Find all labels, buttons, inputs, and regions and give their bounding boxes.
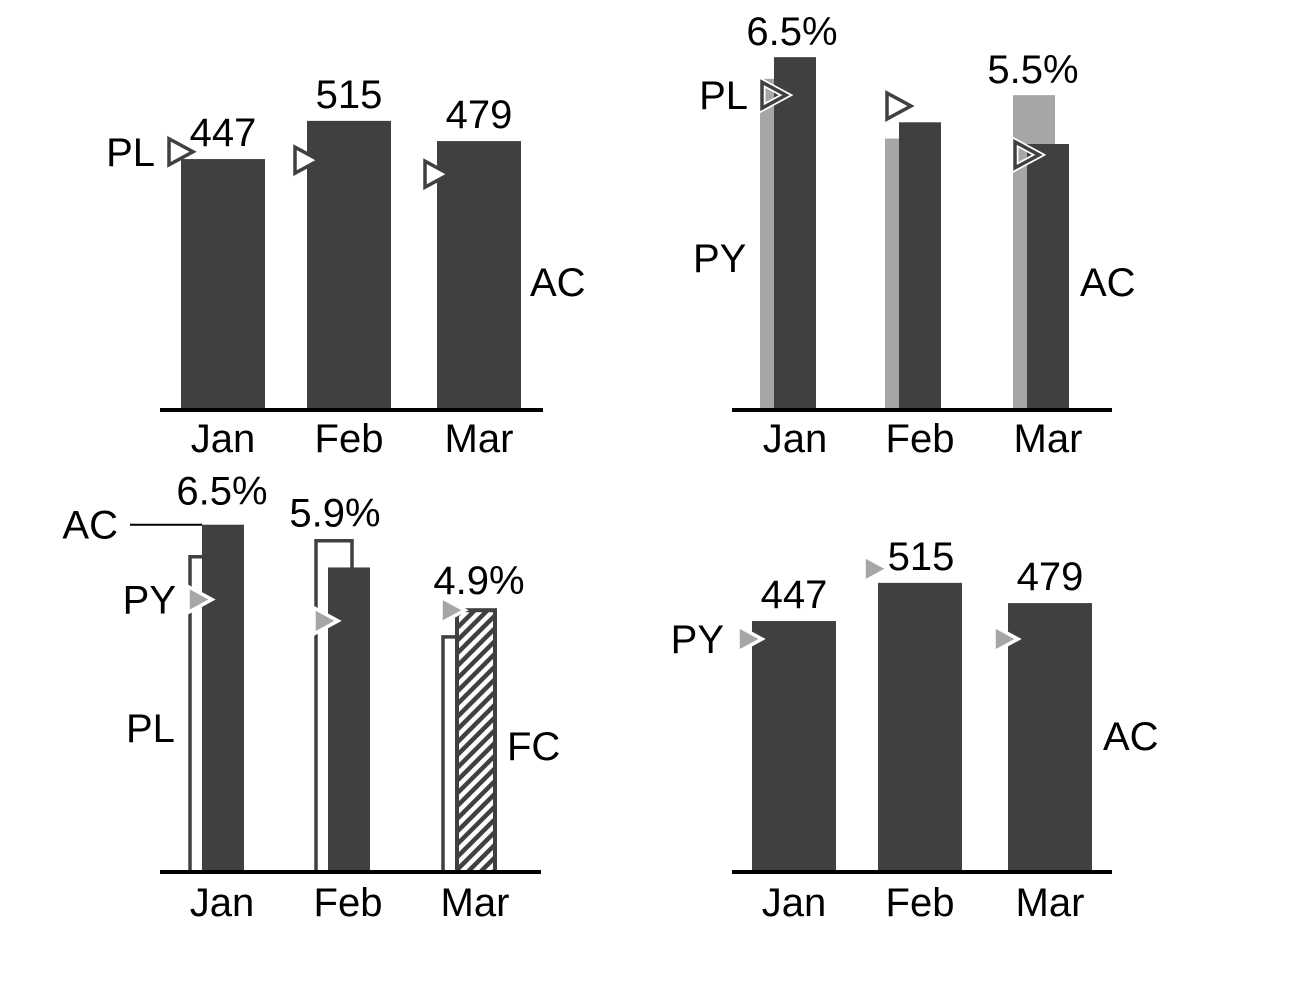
series-label-fc: FC: [507, 725, 560, 769]
marker-pl: [760, 79, 790, 112]
marker-pl: [423, 158, 453, 191]
x-tick-label-feb: Feb: [886, 417, 955, 461]
data-label: 4.9%: [433, 559, 524, 603]
x-tick-label-jan: Jan: [191, 417, 256, 461]
marker-pl: [1013, 138, 1043, 171]
x-tick-label-mar: Mar: [441, 881, 510, 925]
marker-py: [312, 604, 342, 637]
x-tick-label-mar: Mar: [445, 417, 514, 461]
data-label: 447: [190, 111, 257, 155]
x-tick-label-jan: Jan: [190, 881, 255, 925]
marker-py: [439, 594, 469, 627]
x-tick-label-mar: Mar: [1016, 881, 1085, 925]
data-label: 6.5%: [746, 10, 837, 54]
marker-py: [862, 552, 892, 585]
x-tick-label-mar: Mar: [1014, 417, 1083, 461]
x-tick-label-jan: Jan: [762, 881, 827, 925]
series-label-pl: PL: [106, 131, 155, 175]
marker-py: [992, 623, 1022, 655]
x-tick-label-feb: Feb: [886, 881, 955, 925]
series-label-ac: AC: [530, 261, 586, 305]
bar-ac: [307, 120, 391, 410]
series-label-py: PY: [693, 237, 746, 281]
bar-fc: [455, 608, 497, 874]
marker-pl: [885, 90, 915, 122]
bar-ac: [1008, 603, 1092, 872]
data-label: 447: [761, 573, 828, 617]
data-label: 515: [316, 73, 383, 117]
marker-py: [736, 623, 766, 655]
data-label: 479: [1017, 555, 1084, 599]
bar-ac: [328, 567, 370, 872]
x-tick-label-feb: Feb: [314, 881, 383, 925]
bar-ac: [202, 524, 244, 872]
x-tick-label-jan: Jan: [763, 417, 828, 461]
marker-py: [186, 583, 216, 616]
data-label: 479: [446, 93, 513, 137]
bar-ac: [774, 57, 816, 411]
bar-ac: [181, 159, 265, 410]
bar-ac: [437, 141, 521, 411]
chart-panel-2: Jan Feb Mar 6.5% 5.5% PL PY AC: [693, 10, 1136, 461]
data-label: 5.9%: [289, 492, 380, 536]
series-label-ac: AC: [62, 504, 118, 548]
series-label-ac: AC: [1080, 261, 1136, 305]
chart-panel-1: Jan Feb Mar 447 515 479 PL AC: [106, 73, 586, 461]
marker-pl: [167, 135, 197, 168]
series-label-ac: AC: [1103, 715, 1159, 759]
data-label: 515: [888, 535, 955, 579]
series-label-pl: PL: [126, 707, 175, 751]
data-label: 6.5%: [176, 470, 267, 514]
chart-panel-4: Jan Feb Mar 447 515 479 PY AC: [671, 535, 1159, 925]
bar-ac: [752, 621, 836, 872]
x-tick-label-feb: Feb: [315, 417, 384, 461]
bar-ac: [878, 582, 962, 872]
series-label-py: PY: [671, 618, 724, 662]
data-label: 5.5%: [987, 48, 1078, 92]
series-label-pl: PL: [699, 74, 748, 118]
series-label-py: PY: [123, 579, 176, 623]
marker-pl: [293, 144, 323, 177]
bar-ac: [899, 122, 941, 411]
bar-ac: [1027, 144, 1069, 410]
